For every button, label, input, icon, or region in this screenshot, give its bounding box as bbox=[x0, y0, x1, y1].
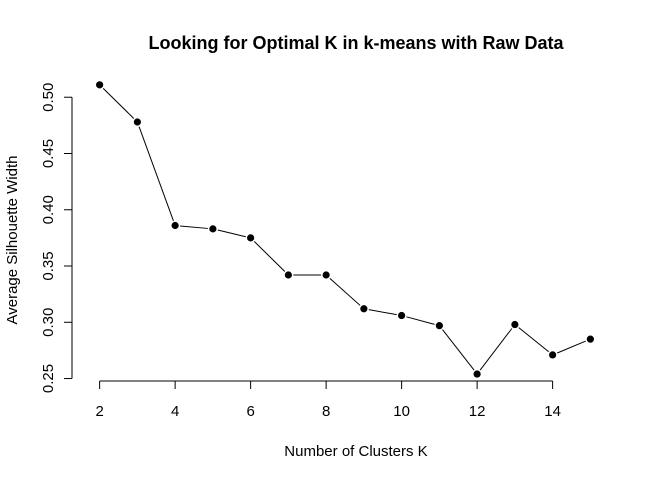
x-tick-label: 4 bbox=[171, 403, 179, 420]
x-tick-label: 12 bbox=[469, 403, 486, 420]
series-line-segment bbox=[180, 225, 208, 229]
y-axis-label: Average Silhouette Width bbox=[4, 156, 21, 325]
data-point bbox=[170, 220, 180, 231]
y-tick-label: 0.45 bbox=[40, 139, 57, 168]
data-point bbox=[585, 334, 596, 344]
y-tick-label: 0.40 bbox=[40, 195, 57, 224]
x-axis-label: Number of Clusters K bbox=[284, 443, 427, 460]
data-point bbox=[396, 310, 407, 321]
series-line-segment bbox=[138, 126, 174, 221]
y-tick-label: 0.50 bbox=[40, 83, 57, 112]
series-line-segment bbox=[217, 229, 246, 238]
data-point bbox=[94, 80, 105, 90]
data-point bbox=[245, 233, 256, 243]
series-line-segment bbox=[253, 241, 286, 272]
series-line-segment bbox=[442, 329, 475, 371]
y-tick-label: 0.30 bbox=[40, 308, 57, 337]
series-line-segment bbox=[518, 327, 550, 353]
data-point bbox=[132, 117, 143, 127]
x-tick-label: 10 bbox=[393, 403, 410, 420]
data-point bbox=[208, 224, 218, 234]
data-point bbox=[434, 320, 445, 331]
series-line-segment bbox=[102, 88, 135, 119]
series-line-segment bbox=[406, 316, 435, 325]
series-line-segment bbox=[479, 328, 513, 371]
data-point bbox=[472, 369, 482, 379]
x-tick-label: 8 bbox=[322, 403, 330, 420]
x-tick-label: 6 bbox=[246, 403, 254, 420]
series-line-segment bbox=[329, 277, 361, 306]
series-line-segment bbox=[557, 340, 586, 354]
chart-title: Looking for Optimal K in k-means with Ra… bbox=[148, 33, 564, 53]
y-tick-label: 0.35 bbox=[40, 251, 57, 280]
plot-marks bbox=[94, 80, 596, 379]
data-point bbox=[283, 270, 294, 280]
data-point bbox=[510, 319, 520, 330]
data-point bbox=[321, 270, 331, 280]
series-line-segment bbox=[368, 309, 397, 316]
x-tick-label: 2 bbox=[95, 403, 103, 420]
data-point bbox=[547, 350, 558, 360]
data-point bbox=[359, 303, 369, 314]
y-tick-label: 0.25 bbox=[40, 364, 57, 393]
x-tick-label: 14 bbox=[544, 403, 561, 420]
axes: 2 4 6 8 10 12 14 0.25 0.30 0.35 0.40 0.45 0.50 bbox=[40, 83, 561, 420]
